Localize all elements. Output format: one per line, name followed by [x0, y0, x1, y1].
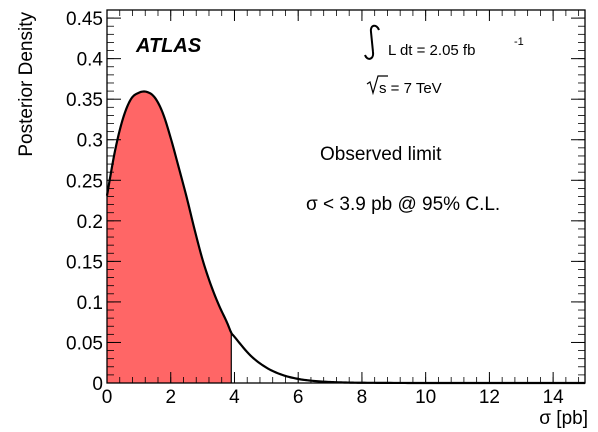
x-tick-label: 0 [102, 387, 113, 408]
limit-text: σ < 3.9 pb @ 95% C.L. [306, 194, 500, 215]
x-tick-label: 14 [543, 387, 565, 408]
y-tick-label: 0.3 [77, 131, 103, 152]
y-tick-label: 0.4 [77, 50, 104, 71]
y-tick-label: 0.1 [77, 293, 103, 314]
limit-title: Observed limit [320, 144, 442, 165]
energy-text: s = 7 TeV [379, 80, 442, 97]
axes: 0 2 4 6 8 10 12 14 0 0.05 0.1 0.15 0.2 0.25 0.3 0.35 0.4… [66, 9, 586, 408]
energy-annotation: s = 7 TeV [366, 75, 442, 97]
x-tick-label: 12 [479, 387, 500, 408]
luminosity-exponent: -1 [514, 36, 524, 48]
y-tick-label: 0.45 [66, 9, 103, 30]
integral-sign-icon [364, 24, 380, 60]
x-tick-label: 6 [293, 387, 304, 408]
credible-interval-area [107, 91, 232, 383]
luminosity-annotation: L dt = 2.05 fb -1 [364, 24, 524, 60]
x-axis-title: σ [pb] [539, 408, 588, 429]
y-axis-title: Posterior Density [16, 12, 37, 157]
sqrt-icon [366, 75, 388, 96]
y-tick-label: 0.35 [66, 90, 103, 111]
x-tick-label: 10 [415, 387, 436, 408]
y-tick-label: 0.25 [66, 171, 103, 192]
x-tick-label: 8 [357, 387, 368, 408]
y-tick-label: 0.05 [66, 333, 103, 354]
experiment-label: ATLAS [135, 35, 202, 57]
x-tick-label: 4 [229, 387, 240, 408]
y-tick-label: 0.15 [66, 252, 103, 273]
y-tick-label: 0.2 [77, 212, 103, 233]
y-tick-label: 0 [92, 374, 103, 395]
luminosity-text: L dt = 2.05 fb [388, 42, 475, 59]
x-tick-label: 2 [165, 387, 176, 408]
plot-area [105, 90, 585, 385]
